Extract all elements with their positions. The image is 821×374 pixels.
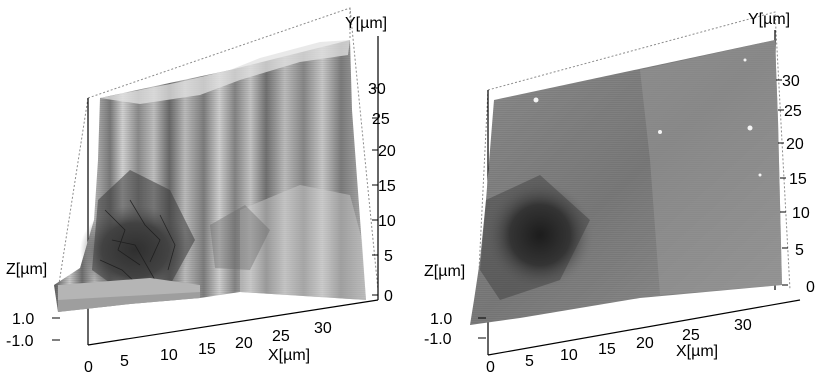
- y-axis-right: 0 5 10 15 20 25 30 Y[µm]: [748, 11, 815, 296]
- z-tick-left-top: 1.0: [12, 311, 34, 328]
- x-tick-right-0: 0: [486, 359, 495, 374]
- y-tick-left-0: 0: [384, 288, 393, 305]
- x-tick-left-0: 0: [84, 359, 93, 374]
- x-axis-left: 0 5 10 15 20 25 30 X[µm]: [84, 320, 332, 374]
- x-axis-label-left: X[µm]: [268, 347, 310, 364]
- x-tick-right-20: 20: [636, 335, 654, 352]
- x-tick-left-15: 15: [198, 341, 216, 358]
- x-tick-left-30: 30: [314, 320, 332, 337]
- y-tick-left-25: 25: [372, 111, 390, 128]
- z-tick-left-bottom: -1.0: [6, 333, 34, 350]
- y-axis-label-left: Y[µm]: [345, 15, 387, 32]
- plot-left: 0 5 10 15 20 25 30 Y[µm] Z[µm] 1.0 -1.0 …: [6, 7, 396, 374]
- y-tick-left-30: 30: [368, 81, 386, 98]
- surface-right: [470, 40, 782, 325]
- y-tick-left-20: 20: [378, 143, 396, 160]
- y-tick-right-0: 0: [806, 279, 815, 296]
- x-axis-right: 0 5 10 15 20 25 30 X[µm]: [486, 317, 752, 374]
- y-tick-right-30: 30: [782, 73, 800, 90]
- y-axis-label-right: Y[µm]: [748, 11, 790, 28]
- bounding-box-right: [477, 11, 791, 291]
- z-tick-right-bottom: -1.0: [424, 331, 452, 348]
- z-axis-label-left: Z[µm]: [6, 261, 47, 278]
- x-tick-right-30: 30: [734, 317, 752, 334]
- y-tick-right-10: 10: [792, 205, 810, 222]
- y-tick-right-25: 25: [784, 103, 802, 120]
- z-tick-right-top: 1.0: [430, 311, 452, 328]
- x-tick-left-20: 20: [235, 335, 253, 352]
- x-tick-left-10: 10: [160, 347, 178, 364]
- x-tick-right-10: 10: [560, 347, 578, 364]
- x-tick-right-15: 15: [598, 341, 616, 358]
- x-tick-left-5: 5: [120, 353, 129, 370]
- plot-right: 0 5 10 15 20 25 30 Y[µm] Z[µm] 1.0 -1.0 …: [424, 11, 815, 374]
- z-axis-right: Z[µm] 1.0 -1.0: [424, 263, 486, 348]
- surface-particles-right: [533, 58, 762, 177]
- y-tick-left-5: 5: [384, 248, 393, 265]
- surface-left: [54, 40, 366, 312]
- y-tick-right-20: 20: [786, 136, 804, 153]
- y-tick-left-10: 10: [378, 213, 396, 230]
- z-axis-left: Z[µm] 1.0 -1.0: [6, 261, 60, 350]
- x-tick-right-25: 25: [682, 327, 700, 344]
- z-axis-label-right: Z[µm]: [424, 263, 465, 280]
- y-tick-right-15: 15: [789, 171, 807, 188]
- y-tick-right-5: 5: [795, 242, 804, 259]
- y-axis-left: 0 5 10 15 20 25 30 Y[µm]: [345, 15, 396, 305]
- x-tick-right-5: 5: [525, 353, 534, 370]
- x-tick-left-25: 25: [272, 328, 290, 345]
- bounding-box: [57, 7, 379, 291]
- y-tick-left-15: 15: [378, 178, 396, 195]
- x-axis-label-right: X[µm]: [676, 343, 718, 360]
